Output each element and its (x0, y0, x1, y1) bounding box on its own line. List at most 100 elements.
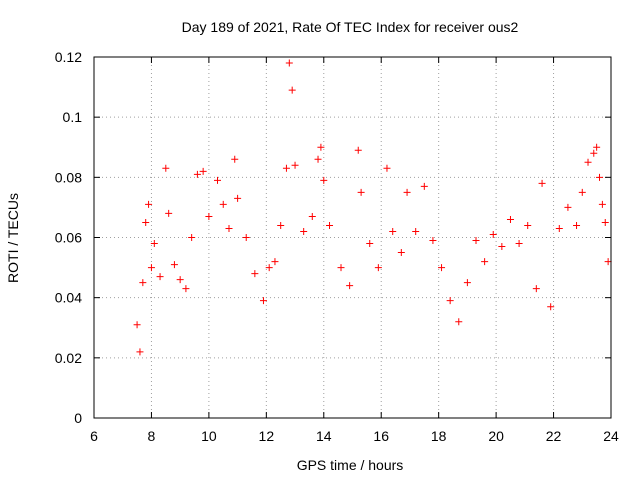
data-point (506, 215, 514, 223)
data-point (446, 297, 454, 305)
data-point (403, 188, 411, 196)
y-tick-label: 0.12 (55, 49, 82, 65)
data-point (596, 173, 604, 181)
data-point (133, 321, 141, 329)
data-point (300, 227, 308, 235)
y-axis-label: ROTI / TECUs (5, 193, 21, 283)
data-point (420, 182, 428, 190)
data-point (277, 221, 285, 229)
data-point (564, 203, 572, 211)
data-point (374, 264, 382, 272)
data-point (271, 258, 279, 266)
data-point (288, 86, 296, 94)
data-point (214, 176, 222, 184)
data-point (593, 143, 601, 151)
data-point (156, 273, 164, 281)
data-point (170, 261, 178, 269)
data-point (498, 243, 506, 251)
y-tick-label: 0.06 (55, 230, 82, 246)
data-point (225, 224, 233, 232)
x-tick-label: 22 (546, 428, 562, 444)
data-point (463, 279, 471, 287)
data-point (308, 212, 316, 220)
data-point (389, 227, 397, 235)
data-point (366, 240, 374, 248)
data-point (472, 237, 480, 245)
data-point (590, 149, 598, 157)
y-tick-label: 0 (74, 410, 82, 426)
data-point (326, 221, 334, 229)
data-point (193, 170, 201, 178)
data-point (555, 224, 563, 232)
data-point (165, 209, 173, 217)
data-point (337, 264, 345, 272)
data-point (242, 234, 250, 241)
data-point (251, 270, 259, 278)
data-point (455, 318, 463, 326)
data-point (538, 179, 546, 187)
data-point (285, 59, 293, 67)
y-tick-label: 0.1 (63, 109, 83, 125)
data-points (133, 59, 612, 356)
data-point (259, 297, 267, 305)
data-point (412, 227, 420, 235)
data-point (136, 348, 144, 356)
data-point (176, 276, 184, 284)
data-point (357, 188, 365, 196)
data-point (265, 264, 273, 272)
data-point (320, 176, 328, 184)
x-tick-label: 6 (90, 428, 98, 444)
data-point (438, 264, 446, 272)
y-tick-label: 0.02 (55, 350, 82, 366)
data-point (601, 218, 609, 226)
x-tick-label: 8 (148, 428, 156, 444)
x-tick-label: 16 (373, 428, 389, 444)
x-tick-label: 24 (603, 428, 619, 444)
data-point (139, 279, 147, 287)
chart-title: Day 189 of 2021, Rate Of TEC Index for r… (182, 19, 519, 35)
x-tick-label: 14 (316, 428, 332, 444)
grid (94, 57, 611, 418)
data-point (314, 155, 322, 163)
data-point (219, 200, 227, 208)
data-point (604, 258, 612, 266)
x-tick-label: 20 (488, 428, 504, 444)
data-point (142, 218, 150, 226)
data-point (346, 282, 354, 290)
x-tick-label: 10 (201, 428, 217, 444)
data-point (524, 221, 532, 229)
data-point (354, 146, 362, 154)
data-point (145, 200, 153, 208)
data-point (489, 230, 497, 238)
x-axis-label: GPS time / hours (297, 457, 404, 473)
data-point (573, 221, 581, 229)
data-point (584, 158, 592, 166)
data-point (199, 167, 207, 175)
data-point (182, 285, 190, 293)
data-point (429, 237, 437, 245)
x-tick-label: 12 (259, 428, 275, 444)
data-point (147, 264, 155, 272)
data-point (383, 164, 391, 172)
data-point (231, 155, 239, 163)
data-point (481, 258, 489, 266)
data-point (188, 234, 196, 241)
data-point (205, 212, 213, 220)
data-point (317, 143, 325, 151)
data-point (162, 164, 170, 172)
y-tick-label: 0.08 (55, 169, 82, 185)
data-point (397, 249, 405, 257)
data-point (515, 240, 523, 248)
data-point (291, 161, 299, 169)
data-point (598, 200, 606, 208)
plot-frame (93, 56, 612, 419)
data-point (150, 240, 158, 248)
y-tick-label: 0.04 (55, 290, 82, 306)
axis-ticks: 6 8 10 12 14 16 18 20 22 24 0 0.02 0.04 0.06 0.08 0.1 0.… (55, 49, 619, 444)
x-tick-label: 18 (431, 428, 447, 444)
data-point (234, 194, 242, 202)
data-point (547, 303, 555, 311)
data-point (282, 164, 290, 172)
